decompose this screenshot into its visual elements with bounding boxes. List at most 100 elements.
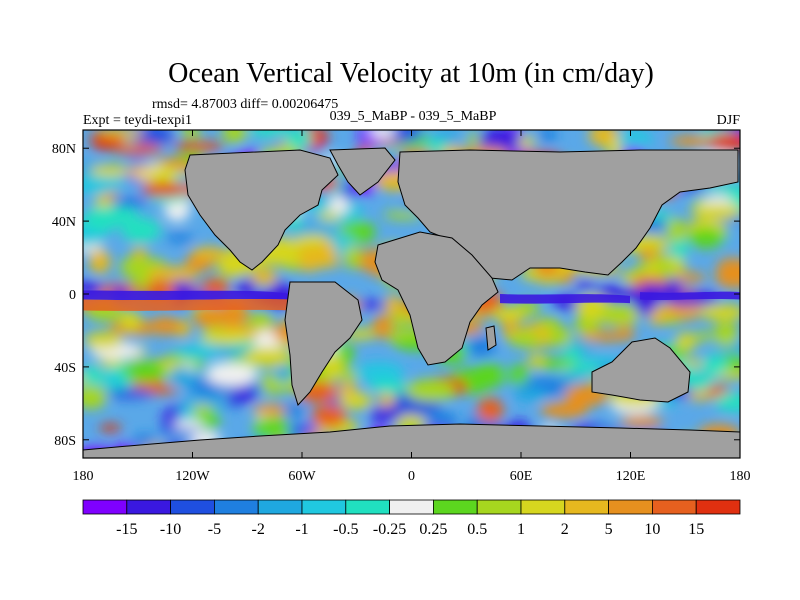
field-cell <box>286 130 313 150</box>
colorbar-swatch <box>432 499 478 515</box>
field-cell <box>369 130 396 139</box>
colorbar-swatch <box>213 499 259 515</box>
field-cell <box>508 330 543 348</box>
y-axis: 80N 40N 0 40S 80S <box>52 142 740 449</box>
colorbar-swatch <box>520 499 566 515</box>
x-tick-label: 180 <box>73 469 94 484</box>
field-cell <box>83 364 103 386</box>
field-cell <box>206 362 258 386</box>
colorbar-label: -15 <box>116 521 137 538</box>
field-cell <box>513 387 548 402</box>
field-cell <box>148 165 185 189</box>
equatorial-band-east <box>640 291 740 300</box>
field-cell <box>89 165 131 177</box>
colorbar-label: -5 <box>208 521 221 538</box>
field-cell <box>539 402 589 419</box>
field-cell <box>579 331 629 342</box>
field-cell <box>89 249 111 274</box>
field-cell <box>713 321 739 347</box>
field-cell <box>688 227 725 249</box>
field-cell <box>469 363 507 388</box>
field-cell <box>327 195 350 214</box>
field-cell <box>368 380 406 393</box>
colorbar-swatch <box>82 499 128 515</box>
colorbar-swatch <box>389 499 434 515</box>
field-cell <box>252 404 294 417</box>
colorbar-label: 10 <box>644 521 660 538</box>
field-cell <box>243 347 292 367</box>
colorbar-label: 2 <box>561 521 569 538</box>
field-cell <box>508 364 529 386</box>
field-cell <box>343 244 361 269</box>
field-cell <box>695 331 712 342</box>
field-cell <box>576 280 595 291</box>
field-cell <box>106 388 155 399</box>
field-cell <box>339 382 357 396</box>
field-cell <box>97 130 146 138</box>
chart-title: Ocean Vertical Velocity at 10m (in cm/da… <box>168 58 654 89</box>
field-cell <box>248 130 291 137</box>
field-cell <box>574 315 600 334</box>
field-cell <box>83 281 104 294</box>
field-cell <box>648 310 666 326</box>
field-cell <box>128 165 154 175</box>
field-cell <box>283 403 306 417</box>
field-cell <box>354 361 405 383</box>
experiment-label: Expt = teydi-texpi1 <box>83 113 192 128</box>
colorbar-label: -0.25 <box>373 521 406 538</box>
field-cell <box>368 406 403 422</box>
field-cell <box>122 360 167 382</box>
field-cell <box>675 332 697 351</box>
field-cell <box>353 300 389 310</box>
field-cell <box>199 331 251 345</box>
field-cell <box>372 314 393 339</box>
field-cell <box>273 367 294 382</box>
field-cell <box>83 206 123 232</box>
field-cell <box>250 268 278 286</box>
colorbar-label: -0.5 <box>333 521 358 538</box>
field-cell <box>190 246 228 260</box>
colorbar-label: 5 <box>605 521 613 538</box>
field-cell <box>527 354 547 368</box>
x-axis: 180 120W 60W 0 60E 120E 180 <box>73 130 751 484</box>
land-madagascar <box>485 325 497 351</box>
y-tick-label: 80N <box>52 142 76 157</box>
field-cell <box>405 379 456 402</box>
field-cell <box>131 247 148 258</box>
field-cell <box>619 415 664 428</box>
field-cell <box>181 130 201 138</box>
field-cell <box>674 272 707 283</box>
field-cell <box>669 135 721 147</box>
field-cell <box>132 273 152 288</box>
field-cell <box>643 266 660 278</box>
field-cell <box>105 372 123 387</box>
field-cell <box>141 183 190 197</box>
colorbar-swatch <box>126 499 172 515</box>
field-cell <box>390 318 410 328</box>
land-north-america <box>184 149 339 271</box>
field-cell <box>83 332 123 349</box>
land-greenland <box>329 147 396 196</box>
field-cell <box>99 424 122 433</box>
colorbar-label: -10 <box>160 521 181 538</box>
field-cell <box>311 404 347 428</box>
field-cell <box>165 233 194 243</box>
field-cell <box>718 257 740 277</box>
field-cell <box>699 304 740 321</box>
colorbar-swatch <box>257 499 303 515</box>
field-cell <box>318 211 340 221</box>
colorbar-swatch <box>608 499 653 515</box>
field-cell <box>83 385 107 410</box>
season-label: DJF <box>717 113 741 128</box>
field-cell <box>707 132 740 152</box>
equatorial-band-west <box>83 290 290 300</box>
field-cell <box>639 248 658 261</box>
colorbar-label: -2 <box>252 521 265 538</box>
field-cell <box>90 134 126 149</box>
y-tick-label: 80S <box>54 434 76 449</box>
field-cell <box>666 218 687 243</box>
land-africa <box>374 231 499 366</box>
field-cell <box>169 366 189 386</box>
land-antarctica <box>83 423 740 458</box>
